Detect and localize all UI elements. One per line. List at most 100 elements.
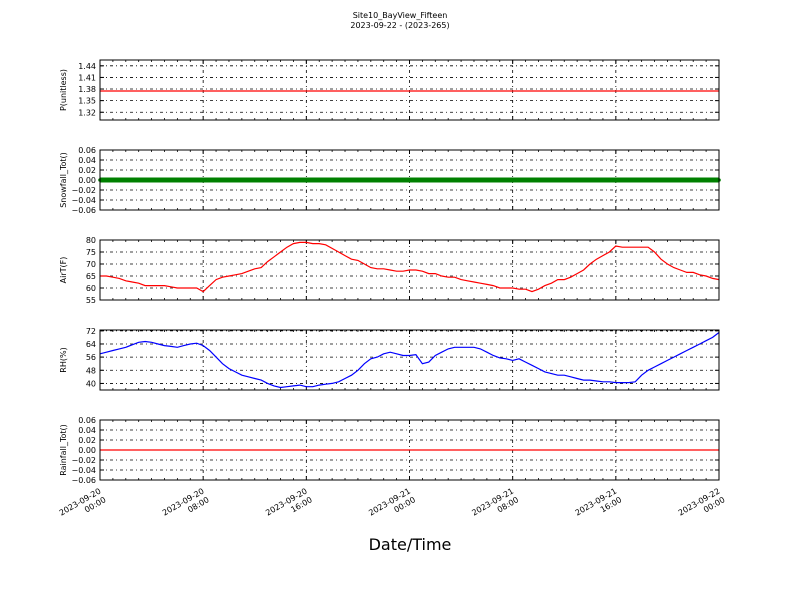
series-marker xyxy=(646,178,650,182)
series-marker xyxy=(259,178,263,182)
series-marker xyxy=(188,178,193,182)
series-marker xyxy=(468,178,473,182)
series-marker xyxy=(697,178,702,182)
series-marker xyxy=(136,178,141,182)
y-tick-label: −0.02 xyxy=(71,186,96,195)
series-marker xyxy=(488,178,492,182)
plot-frame xyxy=(99,329,720,391)
series-marker xyxy=(643,178,647,182)
plot-frame xyxy=(99,419,720,481)
series-marker xyxy=(549,178,554,182)
plot-frame xyxy=(99,59,720,121)
series-marker xyxy=(185,178,189,182)
y-tick-label: 72 xyxy=(86,327,96,336)
series-marker xyxy=(607,178,612,182)
series-marker xyxy=(375,178,380,182)
series-marker xyxy=(133,178,138,182)
series-marker xyxy=(630,178,634,182)
series-marker xyxy=(436,178,441,182)
series-marker xyxy=(378,178,383,182)
series-marker xyxy=(146,178,151,182)
series-marker xyxy=(153,178,157,182)
series-marker xyxy=(591,178,596,182)
series-marker xyxy=(104,178,109,182)
series-marker xyxy=(127,178,131,182)
series-marker xyxy=(391,178,396,182)
series-marker xyxy=(449,178,454,182)
series-marker xyxy=(385,178,389,182)
series-marker xyxy=(517,178,521,182)
series-marker xyxy=(414,178,418,182)
y-tick-label: 48 xyxy=(86,366,96,375)
series-marker xyxy=(120,178,125,182)
y-tick-label: 1.32 xyxy=(78,108,96,117)
series-marker xyxy=(433,178,438,182)
series-marker xyxy=(478,178,483,182)
series-marker xyxy=(223,178,228,182)
y-tick-label: −0.04 xyxy=(71,466,96,475)
series-marker xyxy=(539,178,544,182)
y-tick-label: 55 xyxy=(86,296,96,305)
series-marker xyxy=(246,178,251,182)
series-marker xyxy=(594,178,599,182)
series-marker xyxy=(107,178,112,182)
series-marker xyxy=(117,178,122,182)
series-marker xyxy=(552,178,557,182)
series-marker xyxy=(101,178,106,182)
series-marker xyxy=(198,178,202,182)
series-marker xyxy=(501,178,505,182)
series-marker xyxy=(665,178,670,182)
series-marker xyxy=(427,178,431,182)
series-marker xyxy=(404,178,409,182)
series-marker xyxy=(388,178,392,182)
series-marker xyxy=(394,178,399,182)
series-marker xyxy=(707,178,712,182)
series-marker xyxy=(456,178,460,182)
series-marker xyxy=(581,178,586,182)
y-axis-label: AirT(F) xyxy=(59,257,68,284)
series-marker xyxy=(162,178,167,182)
y-axis-label: RH(%) xyxy=(59,347,68,372)
series-marker xyxy=(323,178,328,182)
series-marker xyxy=(536,178,541,182)
series-marker xyxy=(565,178,570,182)
series-marker xyxy=(459,178,463,182)
series-marker xyxy=(472,178,476,182)
series-marker xyxy=(672,178,676,182)
series-marker xyxy=(262,178,267,182)
series-marker xyxy=(217,178,222,182)
series-marker xyxy=(585,178,589,182)
series-marker xyxy=(597,178,602,182)
series-marker xyxy=(291,178,296,182)
series-marker xyxy=(572,178,576,182)
series-marker xyxy=(575,178,579,182)
series-marker xyxy=(639,178,644,182)
series-marker xyxy=(497,178,502,182)
series-marker xyxy=(278,178,283,182)
series-marker xyxy=(204,178,209,182)
series-marker xyxy=(398,178,402,182)
series-marker xyxy=(491,178,496,182)
series-marker xyxy=(269,178,273,182)
series-marker xyxy=(240,178,244,182)
y-tick-label: 0.04 xyxy=(78,156,96,165)
series-marker xyxy=(678,178,683,182)
series-marker xyxy=(211,178,215,182)
y-tick-label: 1.44 xyxy=(78,62,96,71)
series-marker xyxy=(623,178,628,182)
figure-subtitle: 2023-09-22 - (2023-265) xyxy=(350,21,450,30)
series-marker xyxy=(114,178,118,182)
y-tick-label: 0.02 xyxy=(78,436,96,445)
series-line xyxy=(100,241,720,293)
series-marker xyxy=(659,178,663,182)
series-marker xyxy=(662,178,666,182)
series-marker xyxy=(485,178,489,182)
series-marker xyxy=(336,178,341,182)
series-marker xyxy=(510,178,515,182)
series-marker xyxy=(626,178,631,182)
y-axis-label: Rainfall_Tot() xyxy=(59,424,68,476)
